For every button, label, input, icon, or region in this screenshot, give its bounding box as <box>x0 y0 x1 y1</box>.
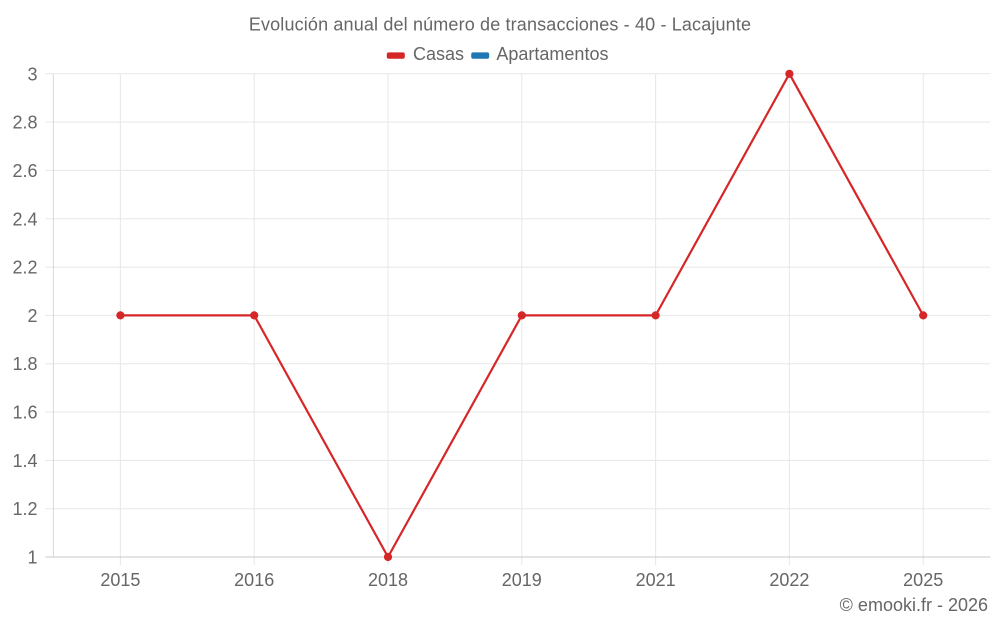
svg-text:2016: 2016 <box>234 570 274 590</box>
svg-text:1.6: 1.6 <box>12 403 37 423</box>
svg-text:2025: 2025 <box>903 570 943 590</box>
svg-text:3: 3 <box>27 64 37 84</box>
svg-text:Evolución anual del número de: Evolución anual del número de transaccio… <box>249 15 751 35</box>
svg-text:2.4: 2.4 <box>12 209 37 229</box>
svg-text:1.8: 1.8 <box>12 354 37 374</box>
svg-text:2: 2 <box>27 306 37 326</box>
svg-text:2015: 2015 <box>100 570 140 590</box>
svg-text:© emooki.fr - 2026: © emooki.fr - 2026 <box>840 595 988 615</box>
svg-text:Casas: Casas <box>413 44 464 64</box>
svg-text:1.2: 1.2 <box>12 499 37 519</box>
svg-text:Apartamentos: Apartamentos <box>496 44 608 64</box>
svg-text:2022: 2022 <box>769 570 809 590</box>
svg-text:2019: 2019 <box>502 570 542 590</box>
svg-text:2.6: 2.6 <box>12 161 37 181</box>
svg-text:1: 1 <box>27 548 37 568</box>
svg-text:2.2: 2.2 <box>12 258 37 278</box>
svg-text:1.4: 1.4 <box>12 451 37 471</box>
svg-text:2021: 2021 <box>636 570 676 590</box>
svg-text:2.8: 2.8 <box>12 113 37 133</box>
svg-text:2018: 2018 <box>368 570 408 590</box>
